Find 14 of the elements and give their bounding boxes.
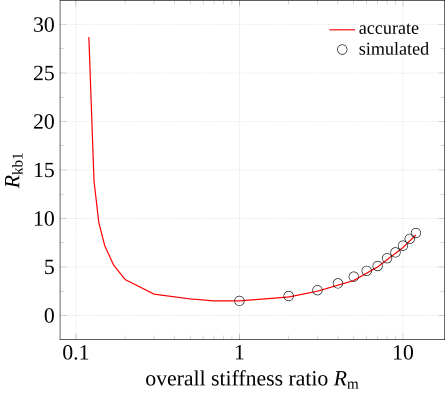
y-tick-label: 5 bbox=[45, 260, 54, 274]
y-tick-label: 10 bbox=[34, 211, 54, 226]
y-tick-label: 20 bbox=[34, 114, 54, 129]
y-tick-label: 25 bbox=[34, 66, 54, 80]
y-tick-label: 30 bbox=[34, 17, 54, 32]
legend-label: simulated bbox=[360, 42, 429, 55]
y-tick-label: 15 bbox=[34, 162, 54, 178]
y-axis-title: R$_{kb1}$ bbox=[5, 153, 23, 189]
legend-label: accurate bbox=[359, 24, 418, 34]
x-tick-label: 1 bbox=[236, 345, 244, 360]
y-tick-label: 0 bbox=[44, 308, 54, 323]
x-tick-label: 10 bbox=[394, 345, 413, 360]
x-axis-title: overall stiffness ratio R$_{m}$ bbox=[146, 370, 358, 389]
x-tick-label: 0.1 bbox=[63, 345, 88, 360]
